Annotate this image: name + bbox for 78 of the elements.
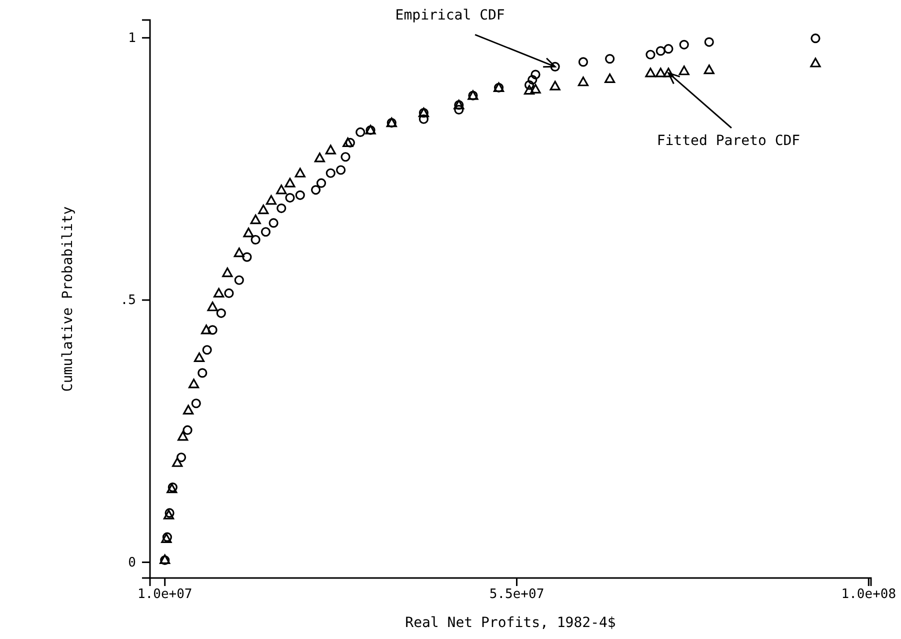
point bbox=[530, 84, 541, 94]
point bbox=[550, 80, 560, 90]
point bbox=[208, 325, 218, 335]
point bbox=[550, 62, 560, 72]
point bbox=[336, 165, 346, 175]
point bbox=[243, 228, 254, 238]
point bbox=[222, 267, 233, 278]
point bbox=[578, 76, 589, 86]
y-axis-title: Cumulative Probability bbox=[60, 206, 76, 392]
point bbox=[284, 178, 296, 188]
point bbox=[258, 204, 269, 214]
point bbox=[268, 218, 278, 228]
x-tick-label: 5.5e+07 bbox=[489, 587, 544, 602]
point bbox=[178, 431, 188, 441]
point bbox=[524, 84, 535, 95]
point bbox=[418, 114, 428, 124]
point bbox=[250, 214, 261, 224]
point bbox=[194, 352, 205, 362]
point bbox=[524, 80, 534, 90]
point bbox=[810, 34, 820, 44]
y-tick-label: .5 bbox=[120, 293, 136, 308]
point bbox=[663, 68, 674, 78]
point bbox=[202, 345, 212, 355]
point bbox=[224, 288, 234, 298]
point bbox=[679, 40, 689, 50]
point bbox=[276, 203, 286, 214]
point bbox=[326, 168, 336, 178]
point bbox=[294, 168, 306, 178]
point bbox=[234, 248, 244, 258]
point bbox=[605, 54, 615, 64]
point bbox=[250, 234, 260, 245]
point bbox=[285, 192, 295, 203]
point bbox=[207, 302, 218, 312]
point bbox=[182, 425, 192, 435]
point bbox=[604, 73, 616, 84]
point bbox=[655, 68, 666, 78]
point bbox=[216, 308, 226, 318]
point bbox=[316, 178, 326, 188]
point bbox=[183, 404, 194, 414]
point bbox=[310, 185, 321, 195]
x-axis-title: Real Net Profits, 1982-4$ bbox=[405, 615, 616, 631]
point bbox=[276, 184, 287, 194]
point bbox=[528, 74, 538, 85]
point bbox=[314, 152, 325, 162]
point bbox=[664, 44, 674, 54]
point bbox=[172, 457, 183, 467]
point bbox=[295, 190, 305, 200]
point bbox=[266, 195, 277, 205]
point bbox=[176, 452, 186, 462]
annotation: Empirical CDF bbox=[395, 8, 505, 24]
point bbox=[646, 50, 656, 60]
point bbox=[704, 37, 714, 47]
point bbox=[198, 368, 208, 378]
point bbox=[578, 57, 588, 67]
point bbox=[704, 64, 714, 74]
point bbox=[188, 378, 200, 388]
y-tick-label: 0 bbox=[128, 555, 136, 570]
point bbox=[325, 144, 336, 154]
x-tick-label: 1.0e+08 bbox=[841, 587, 896, 602]
point bbox=[810, 58, 821, 68]
point bbox=[530, 70, 540, 80]
point bbox=[191, 398, 201, 408]
point bbox=[356, 127, 366, 138]
annotation: Fitted Pareto CDF bbox=[656, 132, 800, 149]
point bbox=[645, 68, 656, 78]
point bbox=[454, 104, 464, 114]
point bbox=[201, 324, 212, 334]
point bbox=[340, 152, 350, 162]
point bbox=[345, 138, 355, 148]
x-tick-label: 1.0e+07 bbox=[137, 587, 192, 602]
point bbox=[342, 137, 354, 148]
point bbox=[234, 275, 244, 285]
point bbox=[678, 66, 690, 76]
point bbox=[260, 227, 271, 237]
point bbox=[242, 252, 252, 262]
point bbox=[656, 46, 666, 56]
y-tick-label: 1 bbox=[128, 30, 136, 46]
point bbox=[214, 288, 224, 298]
